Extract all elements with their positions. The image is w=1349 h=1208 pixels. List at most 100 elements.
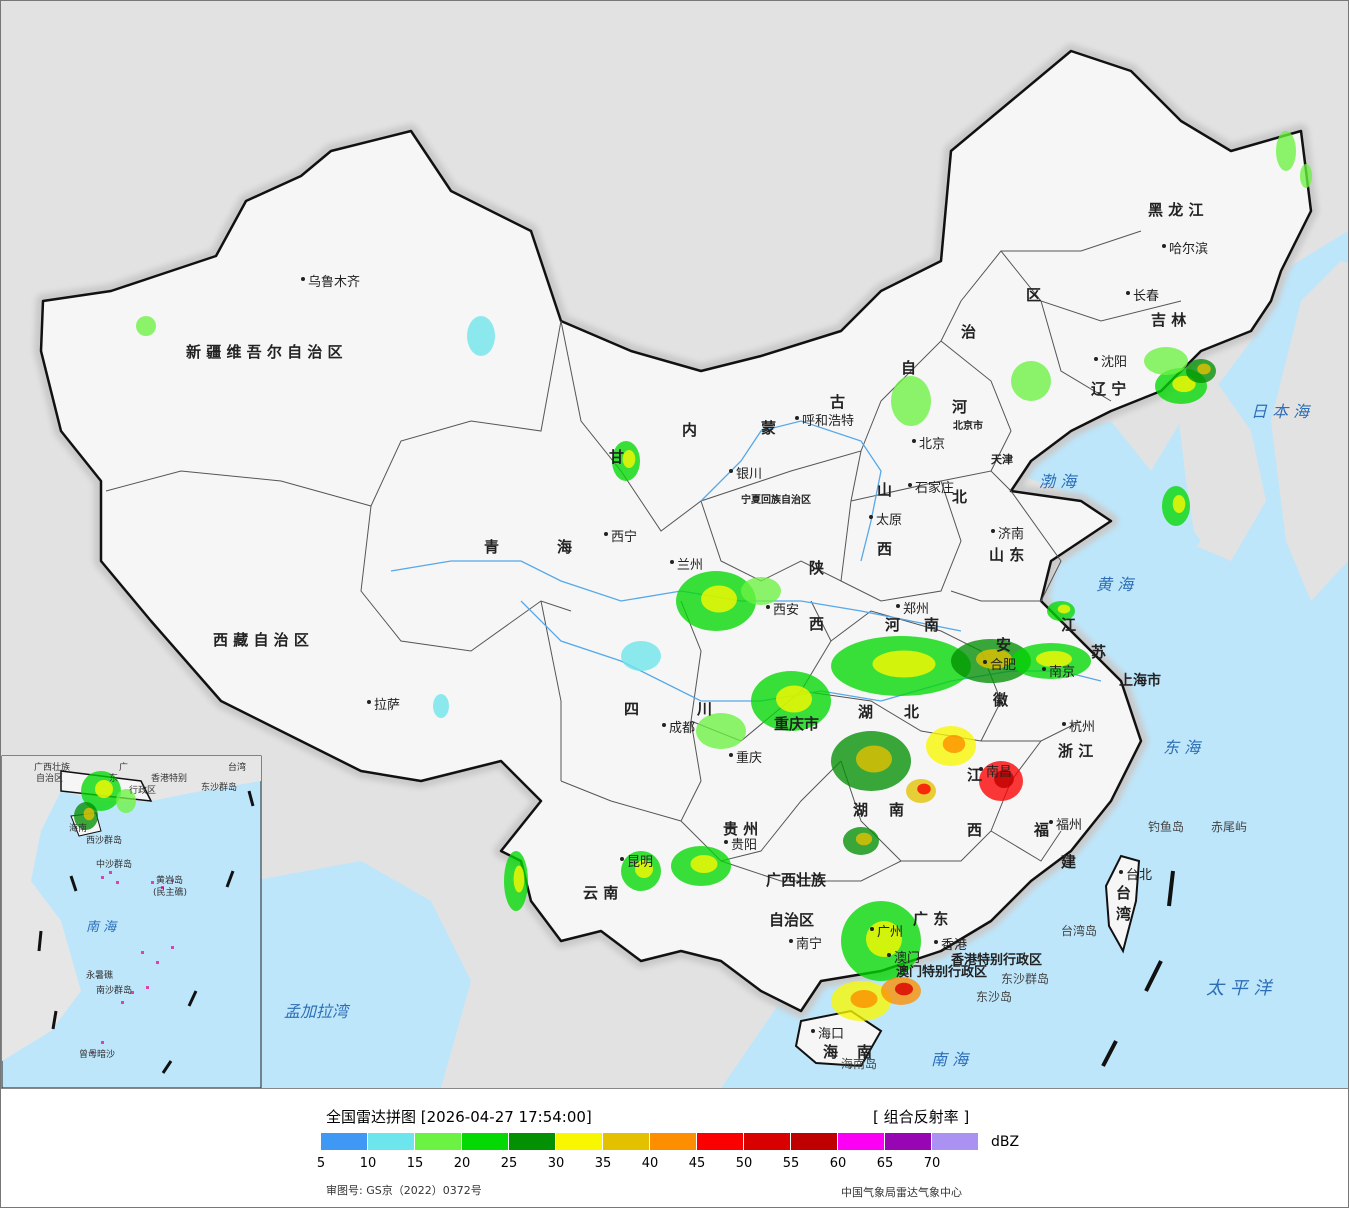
radar-echoes bbox=[74, 131, 1312, 1021]
radar-echo bbox=[621, 641, 661, 671]
city-label-zhengzhou: 郑州 bbox=[903, 602, 930, 617]
color-swatch bbox=[321, 1133, 367, 1150]
city-label-beijing: 北京 bbox=[919, 437, 946, 452]
radar-echo-core bbox=[1057, 604, 1071, 614]
city-label-lhasa: 拉萨 bbox=[374, 698, 401, 713]
province-label-guangxi-1: 广西壮族 bbox=[766, 871, 827, 889]
radar-echo-core bbox=[855, 832, 873, 846]
south-china-sea-inset bbox=[1, 755, 262, 1088]
color-swatch bbox=[462, 1133, 508, 1150]
tick-label: 30 bbox=[547, 1156, 565, 1171]
sea-label-yellow-sea: 黄 海 bbox=[1096, 575, 1134, 594]
inset-label: 永暑礁 bbox=[86, 971, 114, 981]
radar-echo-core bbox=[942, 735, 966, 753]
province-label-xinjiang: 新 疆 维 吾 尔 自 治 区 bbox=[186, 343, 343, 361]
city-dot-icon bbox=[887, 953, 891, 957]
province-label-nmg-6: 区 bbox=[1026, 286, 1042, 304]
province-label-anhui-1: 安 bbox=[996, 636, 1012, 654]
province-label-nmg-3: 古 bbox=[830, 393, 846, 411]
city-dot-icon bbox=[724, 840, 728, 844]
radar-echo-core bbox=[1197, 363, 1211, 375]
inset-label: 广 bbox=[119, 763, 129, 773]
city-label-guiyang: 贵阳 bbox=[731, 838, 758, 853]
radar-echo bbox=[467, 316, 495, 356]
province-label-jiangxi-1: 江 bbox=[967, 766, 983, 784]
color-swatch bbox=[556, 1133, 602, 1150]
province-label-nmg-4: 自 bbox=[901, 359, 917, 377]
inset-label: 自治区 bbox=[36, 774, 64, 784]
radar-echo-core bbox=[917, 783, 931, 795]
province-label-fujian-1: 福 bbox=[1034, 821, 1050, 839]
inset-label: (民主礁) bbox=[153, 888, 188, 898]
tick-label: 55 bbox=[782, 1156, 800, 1171]
island-label-taiwan-island: 台湾岛 bbox=[1061, 924, 1098, 938]
city-label-nanjing: 南京 bbox=[1049, 665, 1076, 680]
city-dot-icon bbox=[1049, 820, 1053, 824]
province-label-hubei-1: 湖 bbox=[858, 703, 874, 721]
radar-echo-core bbox=[895, 982, 913, 996]
city-label-changchun: 长春 bbox=[1133, 289, 1160, 304]
city-dot-icon bbox=[662, 723, 666, 727]
province-label-sichuan-2: 川 bbox=[697, 700, 713, 718]
city-label-taibei: 台北 bbox=[1126, 868, 1153, 883]
city-label-hefei: 合肥 bbox=[990, 658, 1017, 673]
inset-label: 黄岩岛 bbox=[156, 876, 184, 886]
city-dot-icon bbox=[301, 277, 305, 281]
tick-label: 45 bbox=[688, 1156, 706, 1171]
tick-label: 15 bbox=[406, 1156, 424, 1171]
tick-label: 40 bbox=[641, 1156, 659, 1171]
radar-echo-core bbox=[701, 585, 737, 613]
province-label-jiangsu-2: 苏 bbox=[1091, 643, 1107, 661]
tick-label: 20 bbox=[453, 1156, 471, 1171]
radar-echo-core bbox=[856, 745, 892, 773]
sea-label-east-sea: 东 海 bbox=[1163, 738, 1201, 757]
city-label-yinchuan: 银川 bbox=[736, 467, 763, 482]
city-dot-icon bbox=[979, 767, 983, 771]
radar-echo-core bbox=[872, 650, 936, 678]
approval-number: 审图号: GS京（2022）0372号 bbox=[326, 1184, 482, 1197]
color-swatch bbox=[838, 1133, 884, 1150]
color-swatch bbox=[697, 1133, 743, 1150]
tick-label: 50 bbox=[735, 1156, 753, 1171]
radar-echo bbox=[1144, 347, 1188, 375]
radar-echo-core bbox=[1036, 650, 1072, 668]
city-label-lanzhou: 兰州 bbox=[677, 558, 704, 573]
province-label-shaanxi-2: 西 bbox=[809, 615, 825, 633]
province-label-henan-1: 河 bbox=[885, 616, 901, 634]
city-label-nanchang: 南昌 bbox=[986, 765, 1013, 780]
province-label-yunnan: 云 南 bbox=[583, 884, 619, 902]
province-label-guangxi-2: 自治区 bbox=[769, 911, 815, 929]
color-swatch bbox=[509, 1133, 555, 1150]
city-dot-icon bbox=[670, 560, 674, 564]
city-dot-icon bbox=[367, 700, 371, 704]
city-dot-icon bbox=[729, 753, 733, 757]
legend-title: 全国雷达拼图 [2026-04-27 17:54:00] bbox=[326, 1108, 592, 1126]
city-dot-icon bbox=[766, 605, 770, 609]
city-label-urumqi: 乌鲁木齐 bbox=[308, 275, 361, 290]
city-label-guangzhou: 广州 bbox=[877, 925, 904, 940]
map-canvas bbox=[1, 1, 1348, 1088]
province-label-qinghai-2: 海 bbox=[557, 538, 573, 556]
city-label-nanning: 南宁 bbox=[796, 937, 823, 952]
province-label-nmg-1: 内 bbox=[682, 421, 698, 439]
boundary-dashes bbox=[1101, 870, 1175, 1067]
color-swatch bbox=[650, 1133, 696, 1150]
inset-label: 海南 bbox=[69, 824, 88, 834]
city-dot-icon bbox=[983, 660, 987, 664]
province-label-hunan-2: 南 bbox=[889, 801, 905, 819]
color-swatch bbox=[791, 1133, 837, 1150]
color-swatch bbox=[368, 1133, 414, 1150]
inset-label: 西沙群岛 bbox=[86, 836, 123, 846]
city-dot-icon bbox=[869, 515, 873, 519]
city-dot-icon bbox=[870, 927, 874, 931]
province-label-guizhou: 贵 州 bbox=[723, 820, 759, 838]
color-swatch bbox=[603, 1133, 649, 1150]
radar-echo bbox=[741, 577, 781, 605]
province-label-beijing-city: 北京市 bbox=[953, 421, 983, 432]
province-label-jiangsu-1: 江 bbox=[1061, 616, 1077, 634]
city-label-macau: 澳门 bbox=[894, 951, 921, 966]
province-label-shanxi-2: 西 bbox=[877, 540, 893, 558]
city-dot-icon bbox=[604, 532, 608, 536]
radar-echo-core bbox=[622, 450, 636, 468]
city-label-xining: 西宁 bbox=[611, 530, 638, 545]
